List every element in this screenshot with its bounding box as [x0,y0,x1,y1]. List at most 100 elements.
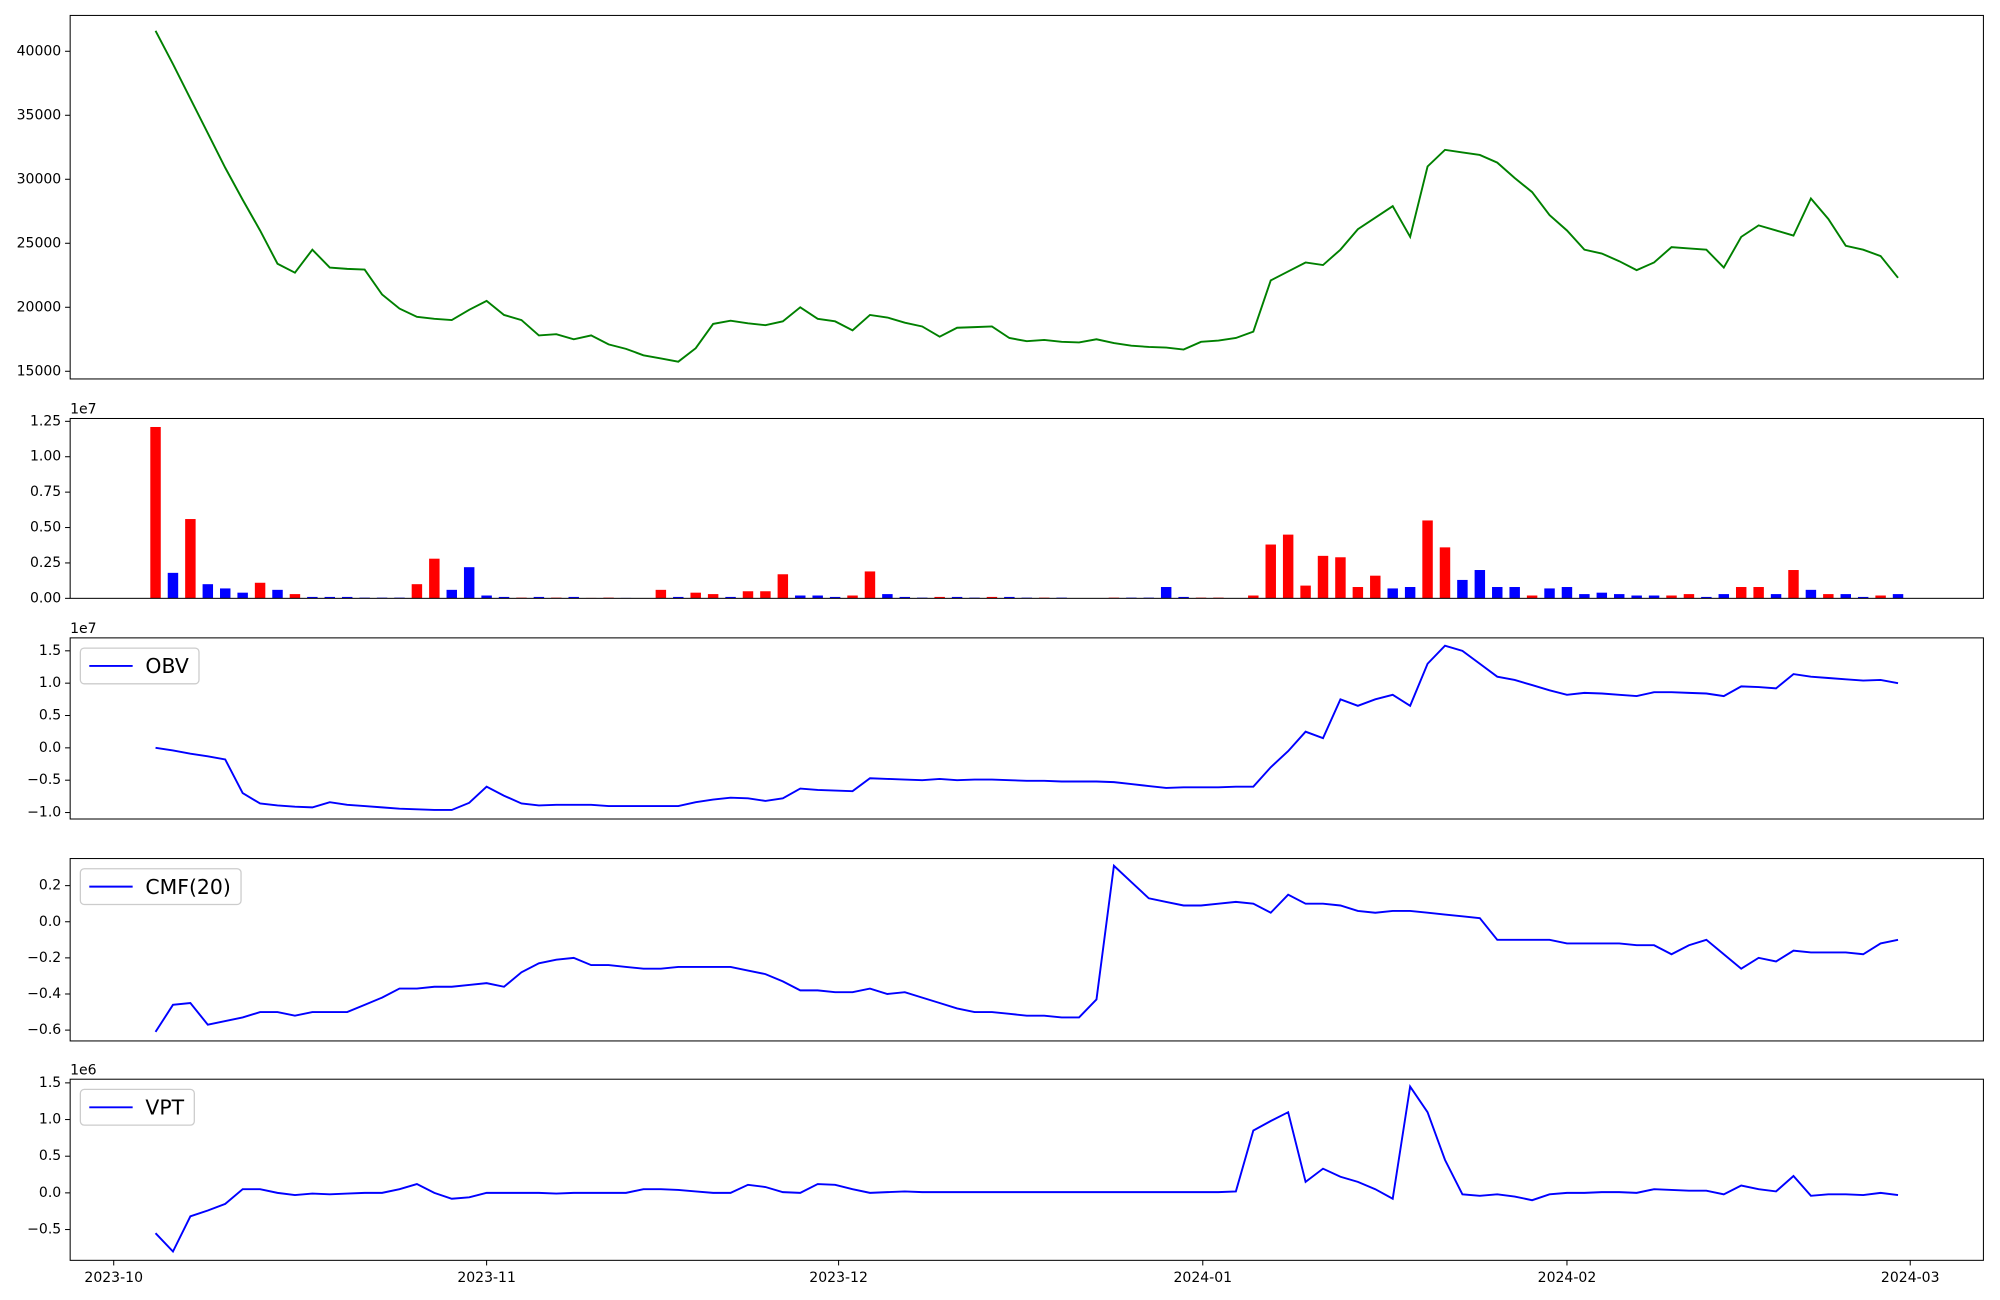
bar [167,572,179,599]
bar [1492,587,1503,599]
bar [1457,579,1468,599]
offset-label: 1e7 [70,621,96,637]
y-tick-label: 0.0 [39,914,61,930]
bar [1857,596,1869,599]
line [154,1083,1899,1254]
x-tick-label: 2024-02 [1538,1270,1597,1286]
bar [568,596,579,599]
bar [1666,595,1677,599]
bar [1160,587,1172,599]
x-tick-label: 2024-03 [1881,1270,1940,1286]
bar [289,594,301,599]
bar [1335,557,1346,599]
x-tick-label: 2023-12 [809,1270,868,1286]
bar [1352,587,1364,599]
bar [1561,587,1573,599]
plot-frame [69,417,1984,599]
y-tick-label: −0.5 [27,1222,61,1238]
bar [446,589,457,599]
plot-frame [69,858,1984,1042]
bar [150,426,161,599]
y-tick-label: −0.4 [27,986,61,1002]
y-tick-label: 0.5 [39,1148,61,1164]
bar [1648,595,1660,599]
bar [1248,595,1259,599]
bar [1422,520,1433,599]
offset-label: 1e6 [70,1062,97,1078]
legend-box [79,647,200,685]
bar [673,596,684,599]
bar [1404,587,1416,599]
y-tick-label: −0.6 [27,1022,61,1038]
y-tick-label: 0.5 [39,708,61,724]
bar [1178,596,1189,599]
y-tick-label: 1.5 [39,1075,61,1091]
legend-label: CMF(20) [145,875,230,899]
bar [951,596,963,599]
bar [1439,547,1451,599]
bar [1387,588,1398,599]
bar [1300,585,1311,599]
bar [272,589,283,599]
bar [1788,570,1799,599]
bar [986,596,998,599]
legend-box [79,868,242,906]
bar [1823,594,1834,599]
bar [812,595,823,599]
bar [341,596,353,599]
line [154,863,1899,1033]
x-tick-label: 2023-10 [84,1270,143,1286]
y-tick-label: 20000 [17,299,62,315]
bar [1805,589,1817,599]
bar [1875,595,1886,599]
bar [1892,594,1904,599]
bar [1701,596,1712,599]
bar [498,596,510,599]
bar [864,571,876,599]
bar [1579,594,1590,599]
line [154,30,1899,363]
y-tick-label: 1.0 [39,1112,61,1128]
bar [690,592,701,599]
bar [934,596,945,599]
bar [1718,594,1730,599]
y-tick-label: 0.2 [39,878,61,894]
bar [1474,570,1486,599]
y-tick-label: 1.00 [30,449,61,465]
bar [463,567,475,599]
bar [185,519,196,599]
bar [1004,596,1015,599]
y-tick-label: 0.00 [30,590,61,606]
bar [324,596,336,599]
bar [1370,575,1381,599]
bar [1317,555,1329,599]
line [155,644,1899,811]
bar [777,574,789,599]
bar [237,592,248,599]
bar [655,589,667,599]
bar [899,596,911,599]
legend-label: OBV [145,654,188,678]
bar [411,584,423,599]
bar [1631,595,1642,599]
bar [1282,534,1294,599]
bar [1683,594,1695,599]
bar [429,558,440,599]
legend-label: VPT [145,1096,184,1120]
bar [1265,544,1276,599]
bar [1614,594,1625,599]
bar [847,595,858,599]
bar [307,596,318,599]
bar [202,584,214,599]
y-tick-label: −1.0 [27,805,61,821]
y-tick-label: −0.2 [27,950,61,966]
y-tick-label: 0.50 [30,520,61,536]
bar [795,595,806,599]
bar [1596,592,1608,599]
y-tick-label: 15000 [17,363,62,379]
y-tick-label: −0.5 [27,772,61,788]
bar [1753,587,1764,599]
bar [707,594,719,599]
